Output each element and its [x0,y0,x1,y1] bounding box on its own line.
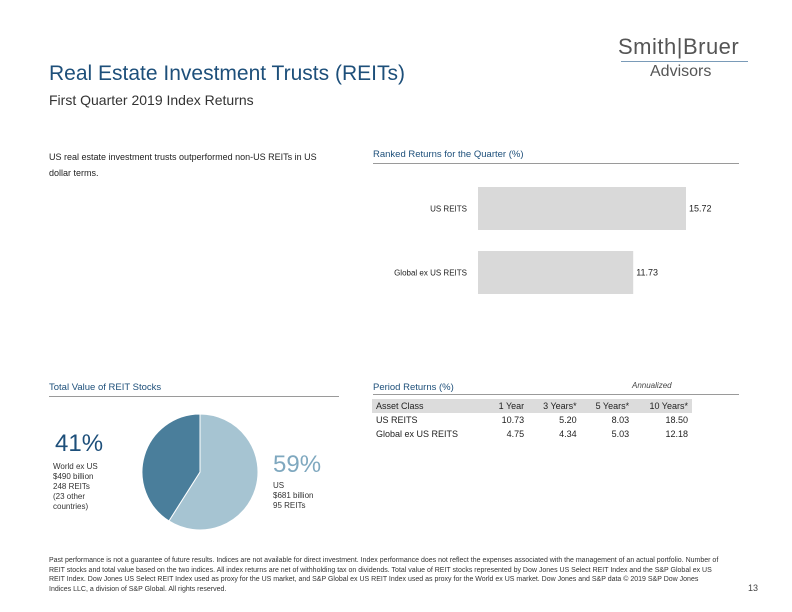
reit-value-label: Total Value of REIT Stocks [49,382,162,393]
world-description: World ex US $490 billion 248 REITs (23 o… [53,462,98,511]
bar-category-label: US REITS [430,205,467,214]
row-3-years: 4.34 [559,429,577,439]
row-5-years: 8.03 [611,415,630,425]
logo-firm-name: Smith|Bruer [618,34,740,59]
annualized-note: Annualized [632,381,672,390]
reit-value-rule [49,396,339,397]
col-1-year: 1 Year [485,399,529,413]
bar-value-label: 11.73 [636,268,658,278]
disclosure-footer: Past performance is not a guarantee of f… [49,557,719,593]
period-returns-table: Asset Class 1 Year 3 Years* 5 Years* 10 … [372,399,692,441]
row-asset-class: Global ex US REITS [376,429,459,439]
world-pct: 41% [55,430,104,457]
bar-category-label: Global ex US REITS [394,269,467,278]
pie-slice-us [168,413,259,531]
table-row: US REITS 10.73 5.20 8.03 18.50 [372,413,692,427]
col-5-years: 5 Years* [580,399,634,413]
row-1-year: 10.73 [501,415,525,425]
row-1-year: 4.75 [506,429,525,439]
row-10-years: 18.50 [665,415,688,425]
row-asset-class: US REITS [376,415,418,425]
row-10-years: 12.18 [665,429,688,439]
ranked-returns-rule [373,163,739,164]
col-asset-class: Asset Class [372,399,486,413]
period-returns-rule [373,394,739,395]
table-header-row: Asset Class 1 Year 3 Years* 5 Years* 10 … [372,399,692,413]
table-row: Global ex US REITS 4.75 4.34 5.03 12.18 [372,427,692,441]
bar-value-label: 15.72 [689,204,712,214]
page-number: 13 [748,583,759,593]
bar-0 [478,187,686,230]
logo-firm-subtitle: Advisors [650,63,712,80]
col-10-years: 10 Years* [633,399,692,413]
reit-value-pie [141,413,259,531]
us-description: US $681 billion 95 REITs [273,481,314,510]
row-5-years: 5.03 [611,429,630,439]
us-pct: 59% [273,451,322,478]
logo-divider [621,61,748,62]
intro-text: US real estate investment trusts outperf… [49,152,317,178]
bar-1 [478,251,634,294]
col-3-years: 3 Years* [528,399,581,413]
pie-slice-world-ex-us [141,413,201,522]
ranked-returns-label: Ranked Returns for the Quarter (%) [373,149,524,160]
period-returns-label: Period Returns (%) [373,382,454,393]
row-3-years: 5.20 [559,415,577,425]
page-subtitle: First Quarter 2019 Index Returns [49,92,254,108]
ranked-returns-chart: US REITS 15.72 Global ex US REITS 11.73 [394,187,712,294]
page-title: Real Estate Investment Trusts (REITs) [49,62,405,85]
